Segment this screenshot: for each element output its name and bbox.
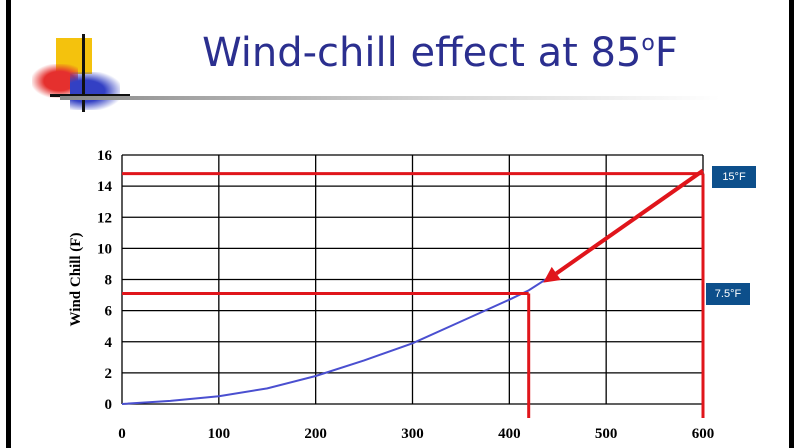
x-tick-label-5: 500 <box>595 426 618 442</box>
logo-blue-square <box>70 72 120 110</box>
title-underline <box>60 96 720 100</box>
annotation-15f: 15°F <box>712 166 756 188</box>
slide-title: Wind-chill effect at 85oF <box>150 30 730 76</box>
title-degree: o <box>641 31 655 56</box>
x-tick-label-0: 0 <box>118 426 126 442</box>
logo-vertical-line <box>82 34 85 112</box>
x-tick-label-2: 200 <box>304 426 327 442</box>
y-tick-label-2: 4 <box>105 335 113 351</box>
y-tick-label-6: 12 <box>97 210 112 226</box>
decorative-logo <box>30 34 130 114</box>
annotation-7-5f: 7.5°F <box>706 283 750 305</box>
y-tick-label-8: 16 <box>97 148 113 164</box>
y-tick-label-0: 0 <box>105 397 113 413</box>
y-tick-label-5: 10 <box>97 241 112 257</box>
slide-frame-left <box>6 0 11 448</box>
slide-frame-right <box>789 0 794 448</box>
x-tick-label-1: 100 <box>208 426 231 442</box>
y-axis-label: Wind Chill (F) <box>68 233 84 327</box>
y-tick-label-4: 8 <box>105 273 113 289</box>
title-unit: F <box>654 30 678 76</box>
x-tick-label-6: 600 <box>692 426 715 442</box>
logo-horizontal-line <box>50 94 130 97</box>
x-tick-label-3: 300 <box>401 426 424 442</box>
arrow-head <box>543 266 561 283</box>
x-tick-label-4: 400 <box>498 426 521 442</box>
y-tick-label-3: 6 <box>105 304 113 320</box>
arrow-shaft <box>555 168 705 276</box>
y-tick-label-7: 14 <box>97 179 113 195</box>
title-main: Wind-chill effect at 85 <box>202 30 642 76</box>
y-tick-label-1: 2 <box>105 366 113 382</box>
